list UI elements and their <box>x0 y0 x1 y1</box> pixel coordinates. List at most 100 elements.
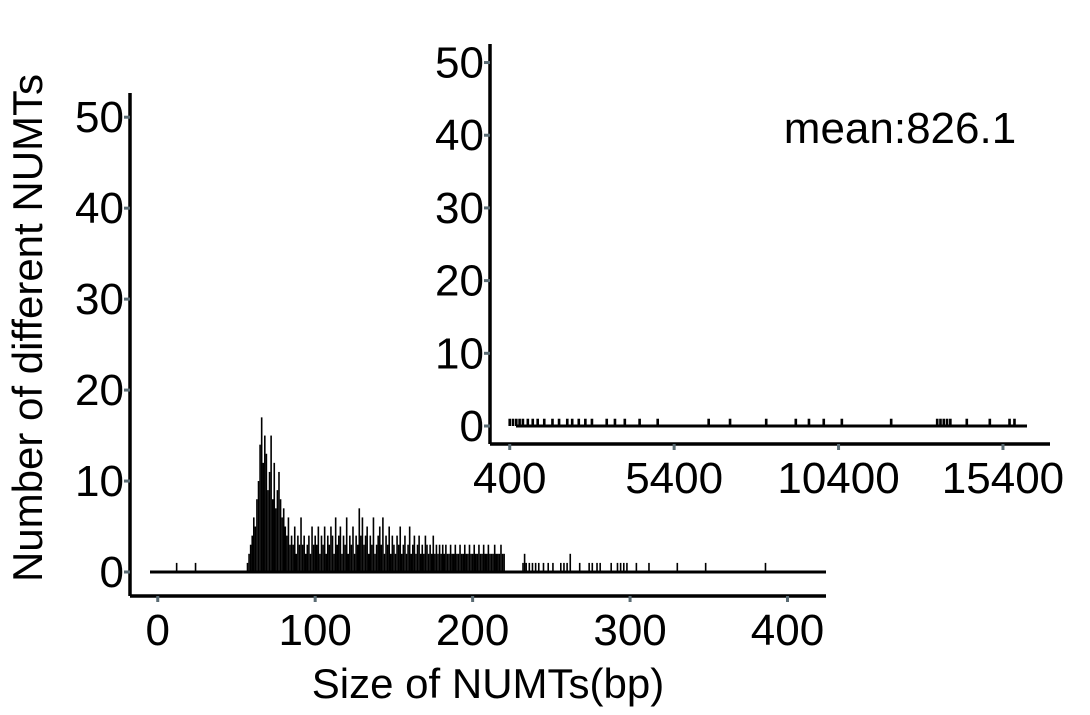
main-bar <box>402 544 405 572</box>
main-bar <box>331 535 334 572</box>
main-bar <box>388 526 390 572</box>
main-bar <box>270 435 272 572</box>
main-bar <box>437 553 439 572</box>
main-bar <box>290 535 293 572</box>
inset-bar <box>511 418 515 426</box>
main-bar <box>389 553 392 572</box>
main-bar <box>330 526 332 572</box>
main-bar <box>281 517 283 572</box>
main-bar <box>319 553 321 572</box>
inset-bar <box>565 418 569 426</box>
inset-bar <box>988 418 992 426</box>
main-bar <box>460 553 463 572</box>
main-bar <box>400 553 403 572</box>
main-bar <box>531 562 534 572</box>
inset-bar <box>1008 418 1011 426</box>
main-bar <box>489 553 491 572</box>
main-bar <box>503 553 505 572</box>
inset-x-tick-label: 15400 <box>942 454 1064 503</box>
main-bar <box>474 553 477 572</box>
main-bar <box>434 553 436 572</box>
main-x-tick-label: 400 <box>751 606 824 655</box>
inset-histogram: 0 10 20 30 40 50 400 5400 10400 15400 <box>435 39 1064 503</box>
main-bar <box>456 553 458 572</box>
main-bar <box>356 544 359 572</box>
inset-bar <box>965 418 969 426</box>
main-bar <box>525 562 527 572</box>
inset-bar <box>551 418 554 426</box>
main-bar <box>349 535 351 572</box>
inset-y-tick-label: 50 <box>435 39 484 88</box>
main-bar <box>295 553 298 572</box>
main-y-tick-label: 40 <box>75 184 124 233</box>
main-bar <box>334 517 337 572</box>
main-bar <box>588 562 590 572</box>
main-bar <box>275 508 277 572</box>
main-bar <box>418 535 420 572</box>
main-x-tick-label: 300 <box>593 606 666 655</box>
main-bar <box>374 553 376 572</box>
main-y-tick-label: 30 <box>75 275 124 324</box>
main-bar <box>591 562 594 572</box>
main-bar <box>528 562 531 572</box>
main-bar <box>599 562 601 572</box>
main-bar <box>364 535 367 572</box>
inset-bar <box>707 418 710 426</box>
main-bar <box>350 544 353 572</box>
inset-bar <box>508 418 512 426</box>
main-bar <box>410 553 413 572</box>
main-bar <box>309 553 312 572</box>
main-bar <box>407 544 409 572</box>
main-bar <box>284 526 287 572</box>
main-bar <box>441 544 444 572</box>
inset-bar <box>949 418 952 426</box>
main-bar <box>344 544 346 572</box>
main-bar <box>676 562 679 572</box>
main-y-tick-label: 0 <box>100 548 124 597</box>
main-bar <box>279 499 282 572</box>
main-bar <box>619 562 622 572</box>
inset-y-tick-label: 30 <box>435 184 484 233</box>
main-bar <box>473 544 476 572</box>
main-bar <box>254 526 257 572</box>
main-bar <box>328 544 331 572</box>
main-bar <box>412 544 414 572</box>
main-bar <box>391 535 394 572</box>
main-bar <box>278 471 280 572</box>
main-bar <box>426 544 428 572</box>
main-bar <box>300 517 302 572</box>
inset-bar <box>577 418 581 426</box>
inset-bar <box>656 418 660 426</box>
main-bar <box>542 562 545 572</box>
inset-bar <box>764 418 768 426</box>
inset-bar <box>613 418 617 426</box>
main-bar <box>260 417 263 572</box>
main-y-axis-title: Number of different NUMTs <box>4 74 51 582</box>
main-bar <box>454 544 457 572</box>
main-bar <box>622 562 625 572</box>
main-bar <box>382 517 384 572</box>
main-bar <box>523 553 526 572</box>
inset-bar <box>514 418 518 426</box>
main-y-tick-label: 20 <box>75 366 124 415</box>
main-bar <box>423 553 425 572</box>
main-bar <box>304 553 307 572</box>
main-bar <box>478 544 480 572</box>
inset-bar <box>584 418 587 426</box>
main-bar <box>648 562 650 572</box>
main-bar <box>252 517 255 572</box>
inset-baseline-strip <box>516 424 1027 428</box>
inset-bar <box>945 418 949 426</box>
main-bar <box>306 544 309 572</box>
main-bar <box>297 535 299 572</box>
main-bar <box>452 553 455 572</box>
main-bar <box>552 562 554 572</box>
main-bar <box>449 544 452 572</box>
main-bar <box>369 535 372 572</box>
inset-bar <box>807 418 811 426</box>
main-bar <box>522 562 524 572</box>
main-bar <box>415 553 417 572</box>
main-bar <box>413 535 416 572</box>
main-bar <box>293 526 296 572</box>
main-bar <box>303 535 305 572</box>
